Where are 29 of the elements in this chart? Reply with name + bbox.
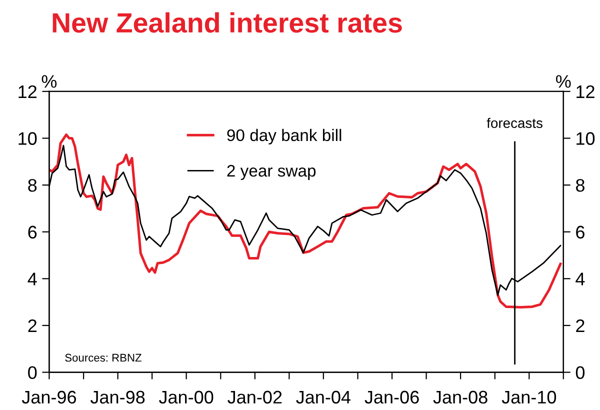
y2-axis-title: % (556, 75, 571, 88)
legend-label: 2 year swap (227, 164, 316, 180)
x-tick-label: Jan-10 (502, 390, 556, 404)
y-tick-label: 6 (28, 226, 37, 239)
x-tick-label: Jan-06 (364, 390, 419, 404)
y2-tick-label: 12 (576, 85, 594, 98)
x-tick-label: Jan-04 (296, 390, 351, 404)
x-tick-label: Jan-00 (158, 390, 214, 404)
y2-tick-label: 10 (576, 132, 595, 145)
y2-tick-label: 8 (576, 178, 584, 192)
x-tick-label: Jan-98 (90, 390, 145, 404)
legend-label: 90 day bank bill (227, 128, 342, 144)
y2-tick-label: 2 (576, 319, 584, 332)
y-tick-label: 0 (28, 366, 37, 379)
y2-tick-label: 4 (576, 272, 585, 286)
x-tick-label: Jan-08 (433, 390, 488, 404)
y2-tick-label: 0 (576, 366, 585, 379)
x-tick-label: Jan-96 (22, 390, 76, 404)
annotation: Sources: RBNZ (65, 354, 142, 362)
y-tick-label: 8 (28, 178, 37, 192)
y-tick-label: 4 (28, 272, 37, 286)
y-tick-label: 12 (18, 85, 36, 98)
y-axis-title: % (42, 75, 57, 88)
chart-title: New Zealand interest rates (52, 12, 402, 33)
y-tick-label: 2 (28, 319, 36, 332)
y-tick-label: 10 (18, 132, 37, 145)
x-tick-label: Jan-02 (228, 390, 282, 404)
y2-tick-label: 6 (576, 226, 584, 239)
ref-line-label: forecasts (486, 118, 542, 128)
